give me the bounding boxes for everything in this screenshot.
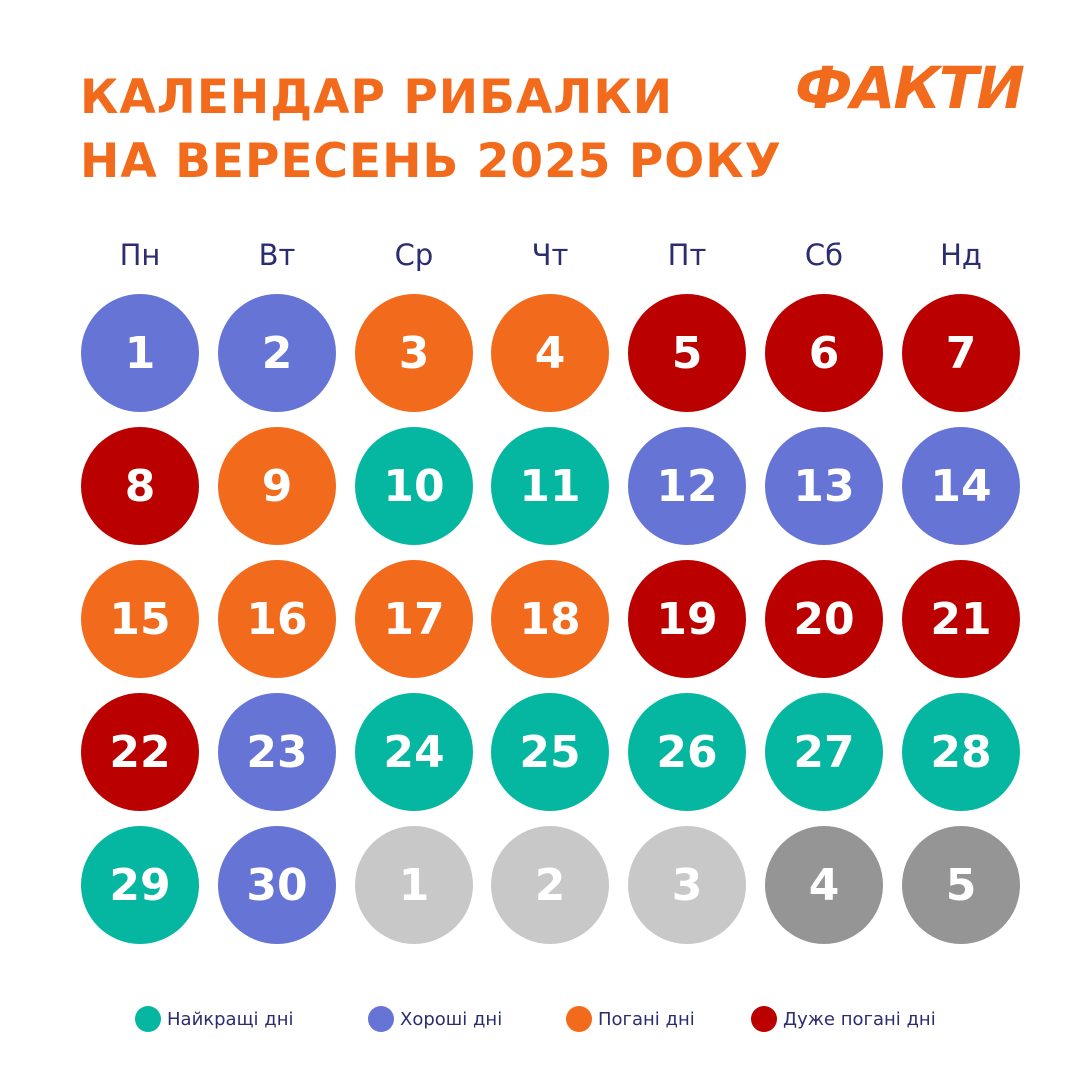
day-circle: 4 xyxy=(765,826,883,944)
weekday-label: Сб xyxy=(804,238,844,272)
legend: Найкращі дні Хороші дні Погані дні Дуже пог… xyxy=(0,1006,1080,1040)
legend-item: Хороші дні xyxy=(368,1006,502,1032)
weekday-label: Пт xyxy=(667,238,707,272)
day-circle: 6 xyxy=(765,294,883,412)
title-line-2: НА ВЕРЕСЕНЬ 2025 РОКУ xyxy=(80,134,782,189)
legend-label: Дуже погані дні xyxy=(783,1008,936,1030)
day-circle: 18 xyxy=(491,560,609,678)
legend-dot-icon xyxy=(368,1006,394,1032)
day-circle: 3 xyxy=(628,826,746,944)
day-circle: 8 xyxy=(81,427,199,545)
legend-label: Хороші дні xyxy=(400,1008,503,1030)
legend-label: Погані дні xyxy=(598,1008,695,1030)
day-circle: 24 xyxy=(355,693,473,811)
day-circle: 1 xyxy=(81,294,199,412)
legend-dot-icon xyxy=(751,1006,777,1032)
legend-label: Найкращі дні xyxy=(167,1008,294,1030)
day-circle: 3 xyxy=(355,294,473,412)
day-circle: 22 xyxy=(81,693,199,811)
day-circle: 26 xyxy=(628,693,746,811)
legend-item: Найкращі дні xyxy=(135,1006,293,1032)
legend-item: Погані дні xyxy=(566,1006,695,1032)
day-circle: 9 xyxy=(218,427,336,545)
fakty-logo: ФАКТИ xyxy=(795,54,1025,122)
weekday-label: Нд xyxy=(940,238,982,272)
page-title: КАЛЕНДАР РИБАЛКИ НА ВЕРЕСЕНЬ 2025 РОКУ xyxy=(80,66,782,194)
weekday-label: Пн xyxy=(119,238,161,272)
day-circle: 25 xyxy=(491,693,609,811)
day-circle: 1 xyxy=(355,826,473,944)
day-circle: 12 xyxy=(628,427,746,545)
day-circle: 20 xyxy=(765,560,883,678)
day-circle: 14 xyxy=(902,427,1020,545)
day-circle: 2 xyxy=(218,294,336,412)
legend-dot-icon xyxy=(135,1006,161,1032)
legend-dot-icon xyxy=(566,1006,592,1032)
day-circle: 28 xyxy=(902,693,1020,811)
day-circle: 7 xyxy=(902,294,1020,412)
day-circle: 19 xyxy=(628,560,746,678)
day-circle: 11 xyxy=(491,427,609,545)
day-circle: 2 xyxy=(491,826,609,944)
day-circle: 30 xyxy=(218,826,336,944)
day-circle: 15 xyxy=(81,560,199,678)
day-circle: 5 xyxy=(628,294,746,412)
title-line-1: КАЛЕНДАР РИБАЛКИ xyxy=(80,70,674,125)
weekday-label: Вт xyxy=(258,238,296,272)
day-circle: 17 xyxy=(355,560,473,678)
day-circle: 4 xyxy=(491,294,609,412)
day-circle: 10 xyxy=(355,427,473,545)
weekday-label: Ср xyxy=(394,238,434,272)
day-circle: 23 xyxy=(218,693,336,811)
day-circle: 27 xyxy=(765,693,883,811)
day-circle: 5 xyxy=(902,826,1020,944)
legend-item: Дуже погані дні xyxy=(751,1006,936,1032)
weekday-header: Пн Вт Ср Чт Пт Сб Нд xyxy=(0,238,1080,282)
day-circle: 13 xyxy=(765,427,883,545)
day-circle: 21 xyxy=(902,560,1020,678)
weekday-label: Чт xyxy=(531,238,569,272)
day-circle: 29 xyxy=(81,826,199,944)
day-circle: 16 xyxy=(218,560,336,678)
